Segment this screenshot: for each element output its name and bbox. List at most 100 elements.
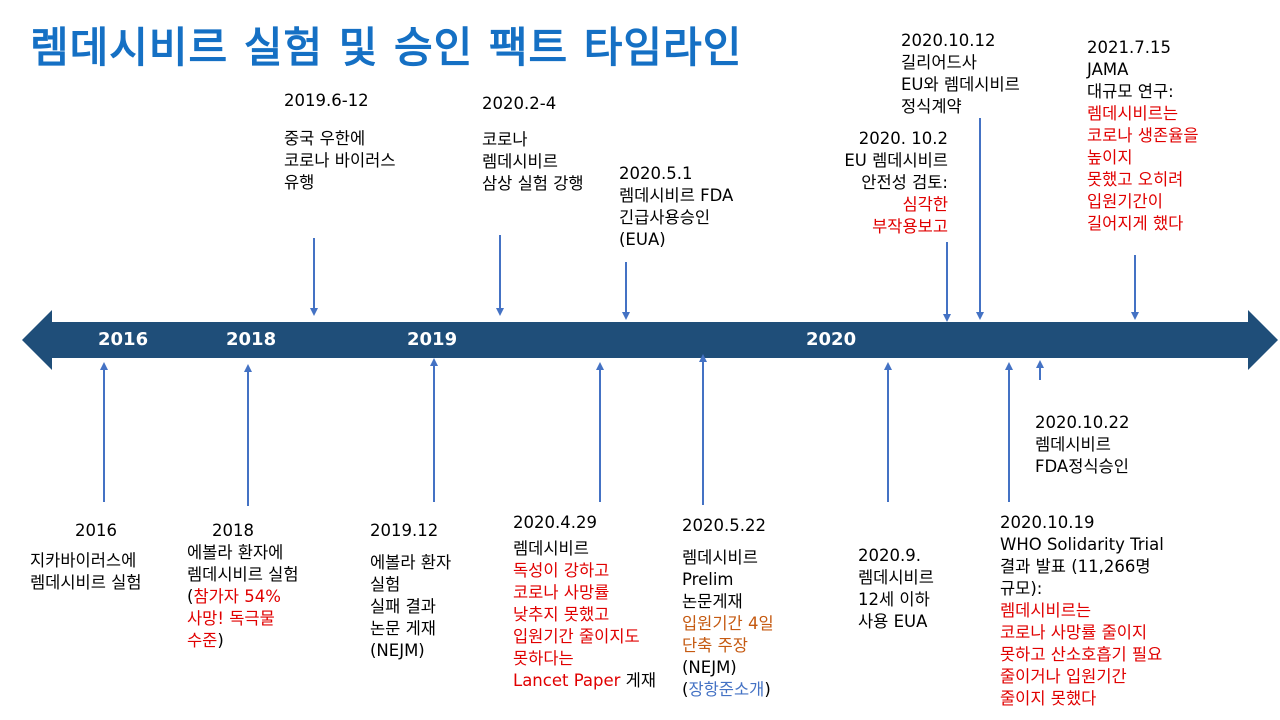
event-date: 2016 [75, 521, 117, 540]
event-text-segment: 부작용보고 [872, 217, 948, 236]
event-text-line: 실패 결과 [370, 596, 451, 618]
event-text-line: 안전성 검토: [844, 172, 948, 194]
event-text-segment: 못했고 오히려 [1087, 170, 1184, 189]
timeline-event: 2021.7.15 JAMA 대규모 연구: 렘데시비르는 코로나 생존율을 높이지 못했고… [1087, 37, 1199, 235]
event-text-segment: 유행 [284, 173, 315, 192]
event-text-segment: 사망! 독극물 [187, 609, 275, 628]
event-text-line: 단축 주장 [682, 635, 774, 657]
event-text-line: 코로나 생존율을 [1087, 125, 1199, 147]
event-text-line: 렘데시비르는 [1000, 600, 1164, 622]
event-text-line: 렘데시비르는 [1087, 103, 1199, 125]
event-text-segment: 에볼라 환자에 [187, 543, 284, 562]
event-text-segment: 줄이지 못했다 [1000, 689, 1097, 708]
event-text-line: 못했고 오히려 [1087, 169, 1199, 191]
event-text-segment: 삼상 실험 강행 [482, 174, 584, 193]
timeline-event: 2020.10.22 렘데시비르 FDA정식승인 [1035, 412, 1129, 478]
event-text-line: (장항준소개) [682, 679, 774, 701]
event-text-segment: 코로나 생존율을 [1087, 126, 1199, 145]
page-title: 렘데시비르 실험 및 승인 팩트 타임라인 [30, 23, 743, 72]
event-text-segment: 중국 우한에 [284, 129, 366, 148]
event-text-line: 코로나 바이러스 [284, 150, 396, 172]
event-text-line: 렘데시비르 [858, 567, 934, 589]
event-text-line: (NEJM) [682, 657, 774, 679]
event-text-line: 높이지 [1087, 147, 1199, 169]
event-text-line: 삼상 실험 강행 [482, 173, 584, 195]
event-text-segment: ) [764, 680, 771, 699]
event-text-line: Lancet Paper 게재 [513, 670, 656, 692]
timeline-event: 2019.12 에볼라 환자 실험 실패 결과 논문 게재 (NEJM) [370, 520, 451, 662]
event-text-segment: EU와 렘데시비르 [901, 75, 1020, 94]
event-text-line: 에볼라 환자 [370, 552, 451, 574]
event-text-line: (참가자 54% [187, 586, 299, 608]
event-text-segment: 정식계약 [901, 97, 962, 116]
event-text-line: (NEJM) [370, 640, 451, 662]
event-text-segment: 안전성 검토: [861, 173, 948, 192]
event-text-line: 길어지게 했다 [1087, 213, 1199, 235]
event-text-segment: JAMA [1087, 60, 1129, 79]
event-text-segment: 사용 EUA [858, 612, 928, 631]
timeline-event: 2020.5.22 렘데시비르 Prelim 논문게재 입원기간 4일 단축 주장 (NEJ… [682, 515, 774, 701]
timeline-event: 2020.9. 렘데시비르 12세 이하 사용 EUA [858, 545, 934, 633]
timeline-event: 2020.2-4 코로나 렘데시비르 삼상 실험 강행 [482, 93, 584, 195]
event-text-line: 입원기간 줄이지도 [513, 626, 656, 648]
event-text-line: 못하고 산소호흡기 필요 [1000, 644, 1164, 666]
event-text-segment: ( [187, 587, 194, 606]
event-text-line: EU와 렘데시비르 [901, 74, 1020, 96]
event-text-segment: 입원기간 4일 [682, 614, 774, 633]
event-text-line: 입원기간이 [1087, 191, 1199, 213]
timeline-event: 2020.4.29 렘데시비르 독성이 강하고 코로나 사망률 낮추지 못했고 입원기간 … [513, 512, 656, 692]
event-text-segment: 렘데시비르 [513, 539, 589, 558]
event-text-segment: 렘데시비르 [1035, 435, 1111, 454]
event-text-segment: 장항준소개 [688, 680, 765, 699]
event-text-line: 12세 이하 [858, 589, 934, 611]
event-text-line: 독성이 강하고 [513, 560, 656, 582]
axis-year-label: 2016 [98, 329, 149, 350]
timeline-event: 2020. 10.2 EU 렘데시비르 안전성 검토: 심각한 부작용보고 [844, 128, 948, 238]
event-text-segment: 입원기간 줄이지도 [513, 627, 640, 646]
event-text-segment: 코로나 [482, 130, 528, 149]
event-text-segment: 게재 [620, 671, 657, 690]
event-text-line: 논문 게재 [370, 618, 451, 640]
event-text-line: 부작용보고 [844, 216, 948, 238]
event-text-segment: 에볼라 환자 [370, 553, 452, 572]
event-text-segment: 결과 발표 (11,266명 [1000, 557, 1151, 576]
event-text-segment: WHO Solidarity Trial [1000, 535, 1164, 554]
event-text-segment: ( [682, 680, 689, 699]
timeline-event: 2020.5.1 렘데시비르 FDA 긴급사용승인 (EUA) [619, 163, 733, 251]
event-date: 2019.6-12 [284, 91, 369, 110]
event-text-line: JAMA [1087, 59, 1199, 81]
event-text-segment: 줄이거나 입원기간 [1000, 667, 1127, 686]
event-text-segment: 입원기간이 [1087, 192, 1163, 211]
event-text-line: 렘데시비르 FDA [619, 185, 733, 207]
event-text-line: 대규모 연구: [1087, 81, 1199, 103]
event-text-line: 긴급사용승인 [619, 207, 733, 229]
event-text-segment: ) [217, 631, 224, 650]
event-text-segment: 렘데시비르는 [1000, 601, 1092, 620]
event-text-line: 낮추지 못했고 [513, 604, 656, 626]
event-text-segment: (EUA) [619, 230, 666, 249]
event-text-line: WHO Solidarity Trial [1000, 534, 1164, 556]
event-text-segment: 긴급사용승인 [619, 208, 711, 227]
event-text-line: 코로나 사망률 줄이지 [1000, 622, 1164, 644]
timeline-event: 2018 에볼라 환자에 렘데시비르 실험 (참가자 54% 사망! 독극물 수준) [187, 520, 299, 652]
event-text-line: 못하다는 [513, 648, 656, 670]
timeline-event: 2016 지카바이러스에 렘데시비르 실험 [30, 520, 142, 594]
event-text-segment: 심각한 [902, 195, 948, 214]
event-text-segment: 규모): [1000, 579, 1043, 598]
event-text-segment: 코로나 사망률 줄이지 [1000, 623, 1148, 642]
event-date: 2020.5.1 [619, 164, 693, 183]
event-text-segment: 렘데시비르 실험 [187, 565, 299, 584]
event-text-segment: (NEJM) [682, 658, 737, 677]
event-text-line: 중국 우한에 [284, 128, 396, 150]
axis-year-label: 2020 [806, 329, 857, 350]
event-text-segment: 낮추지 못했고 [513, 605, 610, 624]
event-date: 2020.10.12 [901, 31, 996, 50]
event-text-line: 논문게재 [682, 591, 774, 613]
event-text-line: 줄이거나 입원기간 [1000, 666, 1164, 688]
event-text-segment: 길리어드사 [901, 53, 977, 72]
event-text-segment: 12세 이하 [858, 590, 930, 609]
event-text-segment: 렘데시비르 [482, 152, 558, 171]
event-text-segment: 참가자 54% [193, 587, 281, 606]
event-date: 2018 [212, 521, 254, 540]
